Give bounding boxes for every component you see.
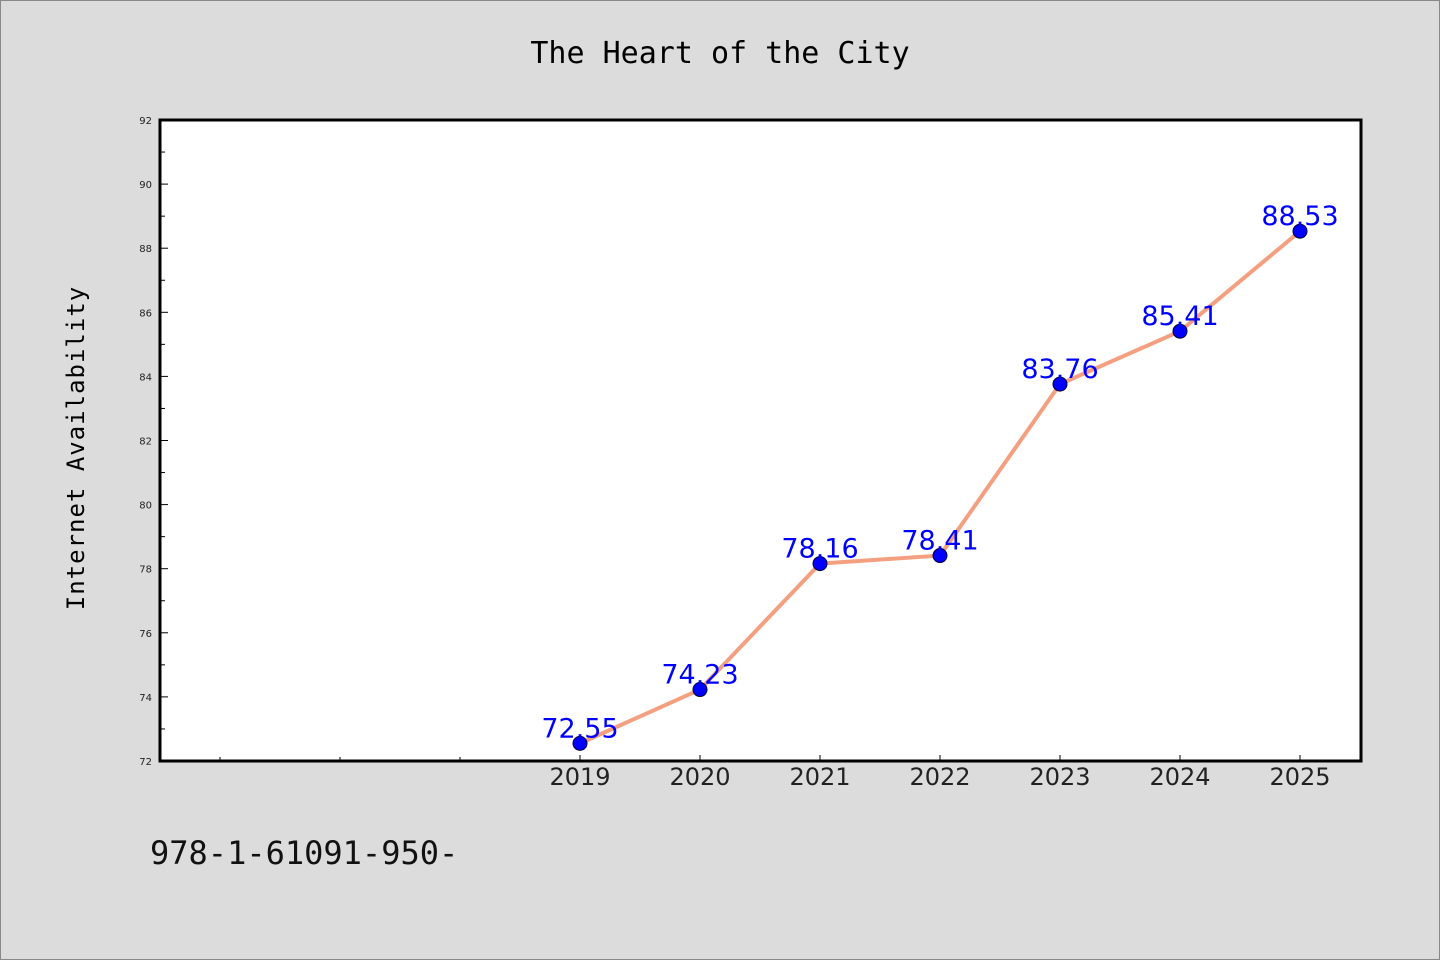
data-label: 78.41 [901, 526, 978, 557]
plot-area [160, 120, 1361, 761]
y-tick-label: 92 [139, 116, 152, 127]
data-label: 88.53 [1261, 201, 1338, 232]
data-label: 83.76 [1021, 354, 1098, 385]
data-label: 85.41 [1141, 301, 1218, 332]
y-tick-label: 76 [139, 629, 152, 640]
data-label: 74.23 [661, 660, 738, 691]
x-tick-label: 2025 [1269, 763, 1330, 791]
y-tick-label: 72 [139, 757, 152, 768]
data-label: 78.16 [781, 534, 858, 565]
x-axis-ticks: 2019 2020 2021 2022 2023 2024 2025 [219, 755, 1331, 791]
data-point [932, 548, 948, 564]
y-tick-label: 80 [139, 501, 152, 512]
data-point [1052, 376, 1068, 392]
y-tick-label: 78 [139, 565, 152, 576]
y-tick-label: 86 [139, 308, 152, 319]
x-tick-label: 2021 [789, 763, 850, 791]
y-tick-label: 88 [139, 244, 152, 255]
data-point [1292, 223, 1308, 239]
data-point [1172, 323, 1188, 339]
y-tick-label: 84 [139, 372, 152, 383]
series-layer: 72.55 74.23 78.16 78.41 83.76 85.41 88.53 [541, 201, 1339, 751]
data-point [812, 556, 828, 572]
data-label: 72.55 [541, 713, 618, 744]
x-tick-label: 2023 [1029, 763, 1090, 791]
data-point [572, 735, 588, 751]
y-axis-ticks: 72 74 76 78 80 82 84 86 88 90 92 [139, 116, 168, 768]
chart-title: The Heart of the City [530, 36, 909, 71]
y-tick-label: 74 [139, 693, 152, 704]
x-tick-label: 2019 [549, 763, 610, 791]
x-tick-label: 2020 [669, 763, 730, 791]
y-tick-label: 82 [139, 437, 152, 448]
footer-code: 978-1-61091-950- [150, 834, 458, 872]
data-point [692, 682, 708, 698]
y-tick-label: 90 [139, 180, 152, 191]
x-tick-label: 2022 [909, 763, 970, 791]
y-axis-label: Internet Availability [62, 286, 90, 610]
plot-frame [158, 118, 1363, 763]
x-tick-label: 2024 [1149, 763, 1210, 791]
